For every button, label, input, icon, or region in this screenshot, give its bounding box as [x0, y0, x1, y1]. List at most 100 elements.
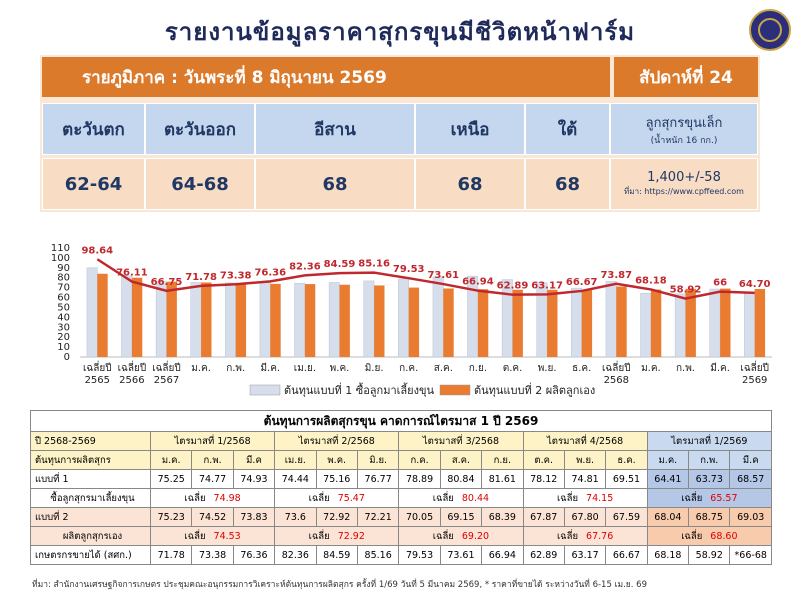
table-value: 62.89	[522, 545, 565, 565]
table-value: 82.36	[274, 545, 317, 565]
region-price: 68	[255, 158, 415, 210]
bar	[744, 291, 755, 358]
bar	[605, 281, 617, 358]
month-header: ธ.ค.	[605, 450, 648, 470]
bar	[398, 278, 409, 358]
row-label: ผลิตลูกสุกรเอง	[30, 526, 151, 546]
price-line	[96, 258, 755, 300]
value-label: 62.89	[497, 281, 529, 292]
piglet-header: ลูกสุกรขุนเล็ก (น้ำหนัก 16 กก.)	[610, 103, 758, 155]
month-header: ส.ค.	[439, 450, 483, 470]
footer: ที่มา: สำนักงานเศรษฐกิจการเกษตร ประชุมคณ…	[32, 580, 647, 590]
bar	[571, 287, 582, 358]
bar	[581, 290, 593, 357]
legend-label: ต้นทุนแบบที่ 1 ซื้อลูกมาเลี้ยงขุน	[284, 382, 434, 397]
average-cell: เฉลี่ย 80.44	[398, 488, 524, 508]
value-label: 73.38	[220, 270, 252, 281]
bar	[685, 288, 696, 357]
table-value: 74.77	[191, 469, 234, 489]
bar	[235, 283, 247, 357]
quarter-header: ไตรมาสที่ 1/2568	[149, 431, 276, 451]
piglet-source: ที่มา: https://www.cpffeed.com	[624, 187, 744, 196]
month-header: ก.ย.	[481, 450, 524, 470]
value-label: 82.36	[289, 261, 321, 272]
average-word: เฉลี่ย	[432, 530, 454, 542]
legend-label: ต้นทุนแบบที่ 2 ผลิตลูกเอง	[474, 382, 595, 397]
average-cell: เฉลี่ย 75.47	[274, 488, 400, 508]
table-value: *66-68	[729, 545, 772, 565]
value-label: 79.53	[393, 264, 425, 275]
value-label: 73.87	[600, 270, 632, 281]
piglet-note: (น้ำหนัก 16 กก.)	[650, 135, 718, 146]
table-value: 81.61	[481, 469, 524, 489]
bar	[363, 280, 375, 358]
month-header: พ.ย.	[563, 450, 607, 470]
bar	[328, 282, 340, 358]
average-cell: เฉลี่ย 67.76	[522, 526, 648, 546]
month-header: มี.ค	[729, 450, 772, 470]
bar	[709, 288, 721, 358]
average-value: 75.47	[337, 492, 365, 504]
y-tick-label: 60	[57, 293, 70, 304]
average-word: เฉลี่ย	[556, 530, 579, 542]
table-value: 74.93	[232, 469, 276, 489]
x-tick-label: ก.พ.	[676, 363, 695, 374]
y-tick-label: 0	[64, 352, 70, 363]
x-tick-label: เฉลี่ยปี 2569	[740, 360, 769, 386]
piglet-name: ลูกสุกรขุนเล็ก	[645, 115, 723, 131]
table-value: 66.94	[481, 545, 524, 565]
value-label: 85.16	[358, 259, 390, 270]
bar	[512, 289, 523, 357]
bar	[97, 273, 108, 357]
table-value: 72.92	[315, 507, 358, 527]
x-tick-label: พ.ค.	[330, 363, 350, 374]
quarter-header: ไตรมาสที่ 2/2568	[274, 431, 400, 451]
bar	[86, 267, 98, 358]
region-name: ตะวันตก	[42, 103, 145, 155]
average-cell: เฉลี่ย 68.60	[646, 526, 773, 546]
table-value: 73.38	[191, 545, 234, 565]
y-tick-label: 80	[57, 273, 70, 284]
piglet-cell: 1,400+/-58 ที่มา: https://www.cpffeed.com	[610, 158, 758, 210]
table-value: 75.16	[315, 469, 358, 489]
month-header: ก.พ.	[688, 450, 731, 470]
table-value: 68.04	[646, 507, 690, 527]
bar	[131, 277, 143, 357]
quarter-header: ไตรมาสที่ 4/2568	[522, 431, 648, 451]
average-value: 68.60	[710, 530, 738, 542]
month-header: มี.ค	[232, 450, 276, 470]
x-tick-label: เฉลี่ยปี 2565	[83, 360, 112, 386]
region-name: อีสาน	[255, 103, 415, 155]
x-tick-label: ม.ค.	[191, 363, 211, 374]
table-value: 58.92	[688, 545, 731, 565]
average-value: 74.15	[586, 492, 614, 504]
average-word: เฉลี่ย	[681, 492, 703, 504]
value-label: 66.94	[462, 277, 494, 288]
table-value: 78.89	[398, 469, 441, 489]
x-tick-label: ธ.ค.	[572, 363, 591, 374]
x-tick-label: ก.พ.	[226, 363, 245, 374]
month-header: ก.พ.	[191, 450, 234, 470]
table-value: 67.80	[563, 507, 607, 527]
week: สัปดาห์ที่ 24	[614, 57, 758, 97]
table-value: 74.44	[274, 469, 317, 489]
bar	[408, 287, 420, 357]
table-value: 76.77	[356, 469, 400, 489]
value-label: 98.64	[81, 245, 113, 256]
value-label: 68.18	[635, 275, 667, 286]
average-value: 69.20	[461, 530, 490, 542]
table-value: 84.59	[315, 545, 358, 565]
region-price: 68	[525, 158, 610, 210]
bar	[754, 289, 766, 357]
bar	[674, 293, 686, 358]
month-header: มิ.ย.	[356, 450, 400, 470]
table-value: 66.67	[605, 545, 648, 565]
table-value: 68.57	[729, 469, 772, 489]
average-word: เฉลี่ย	[432, 492, 454, 504]
value-label: 58.92	[670, 285, 702, 296]
table-value: 73.61	[439, 545, 483, 565]
bar	[650, 289, 662, 357]
x-tick-label: มี.ค.	[260, 362, 280, 374]
table-value: 78.12	[522, 469, 565, 489]
logo	[749, 9, 791, 51]
